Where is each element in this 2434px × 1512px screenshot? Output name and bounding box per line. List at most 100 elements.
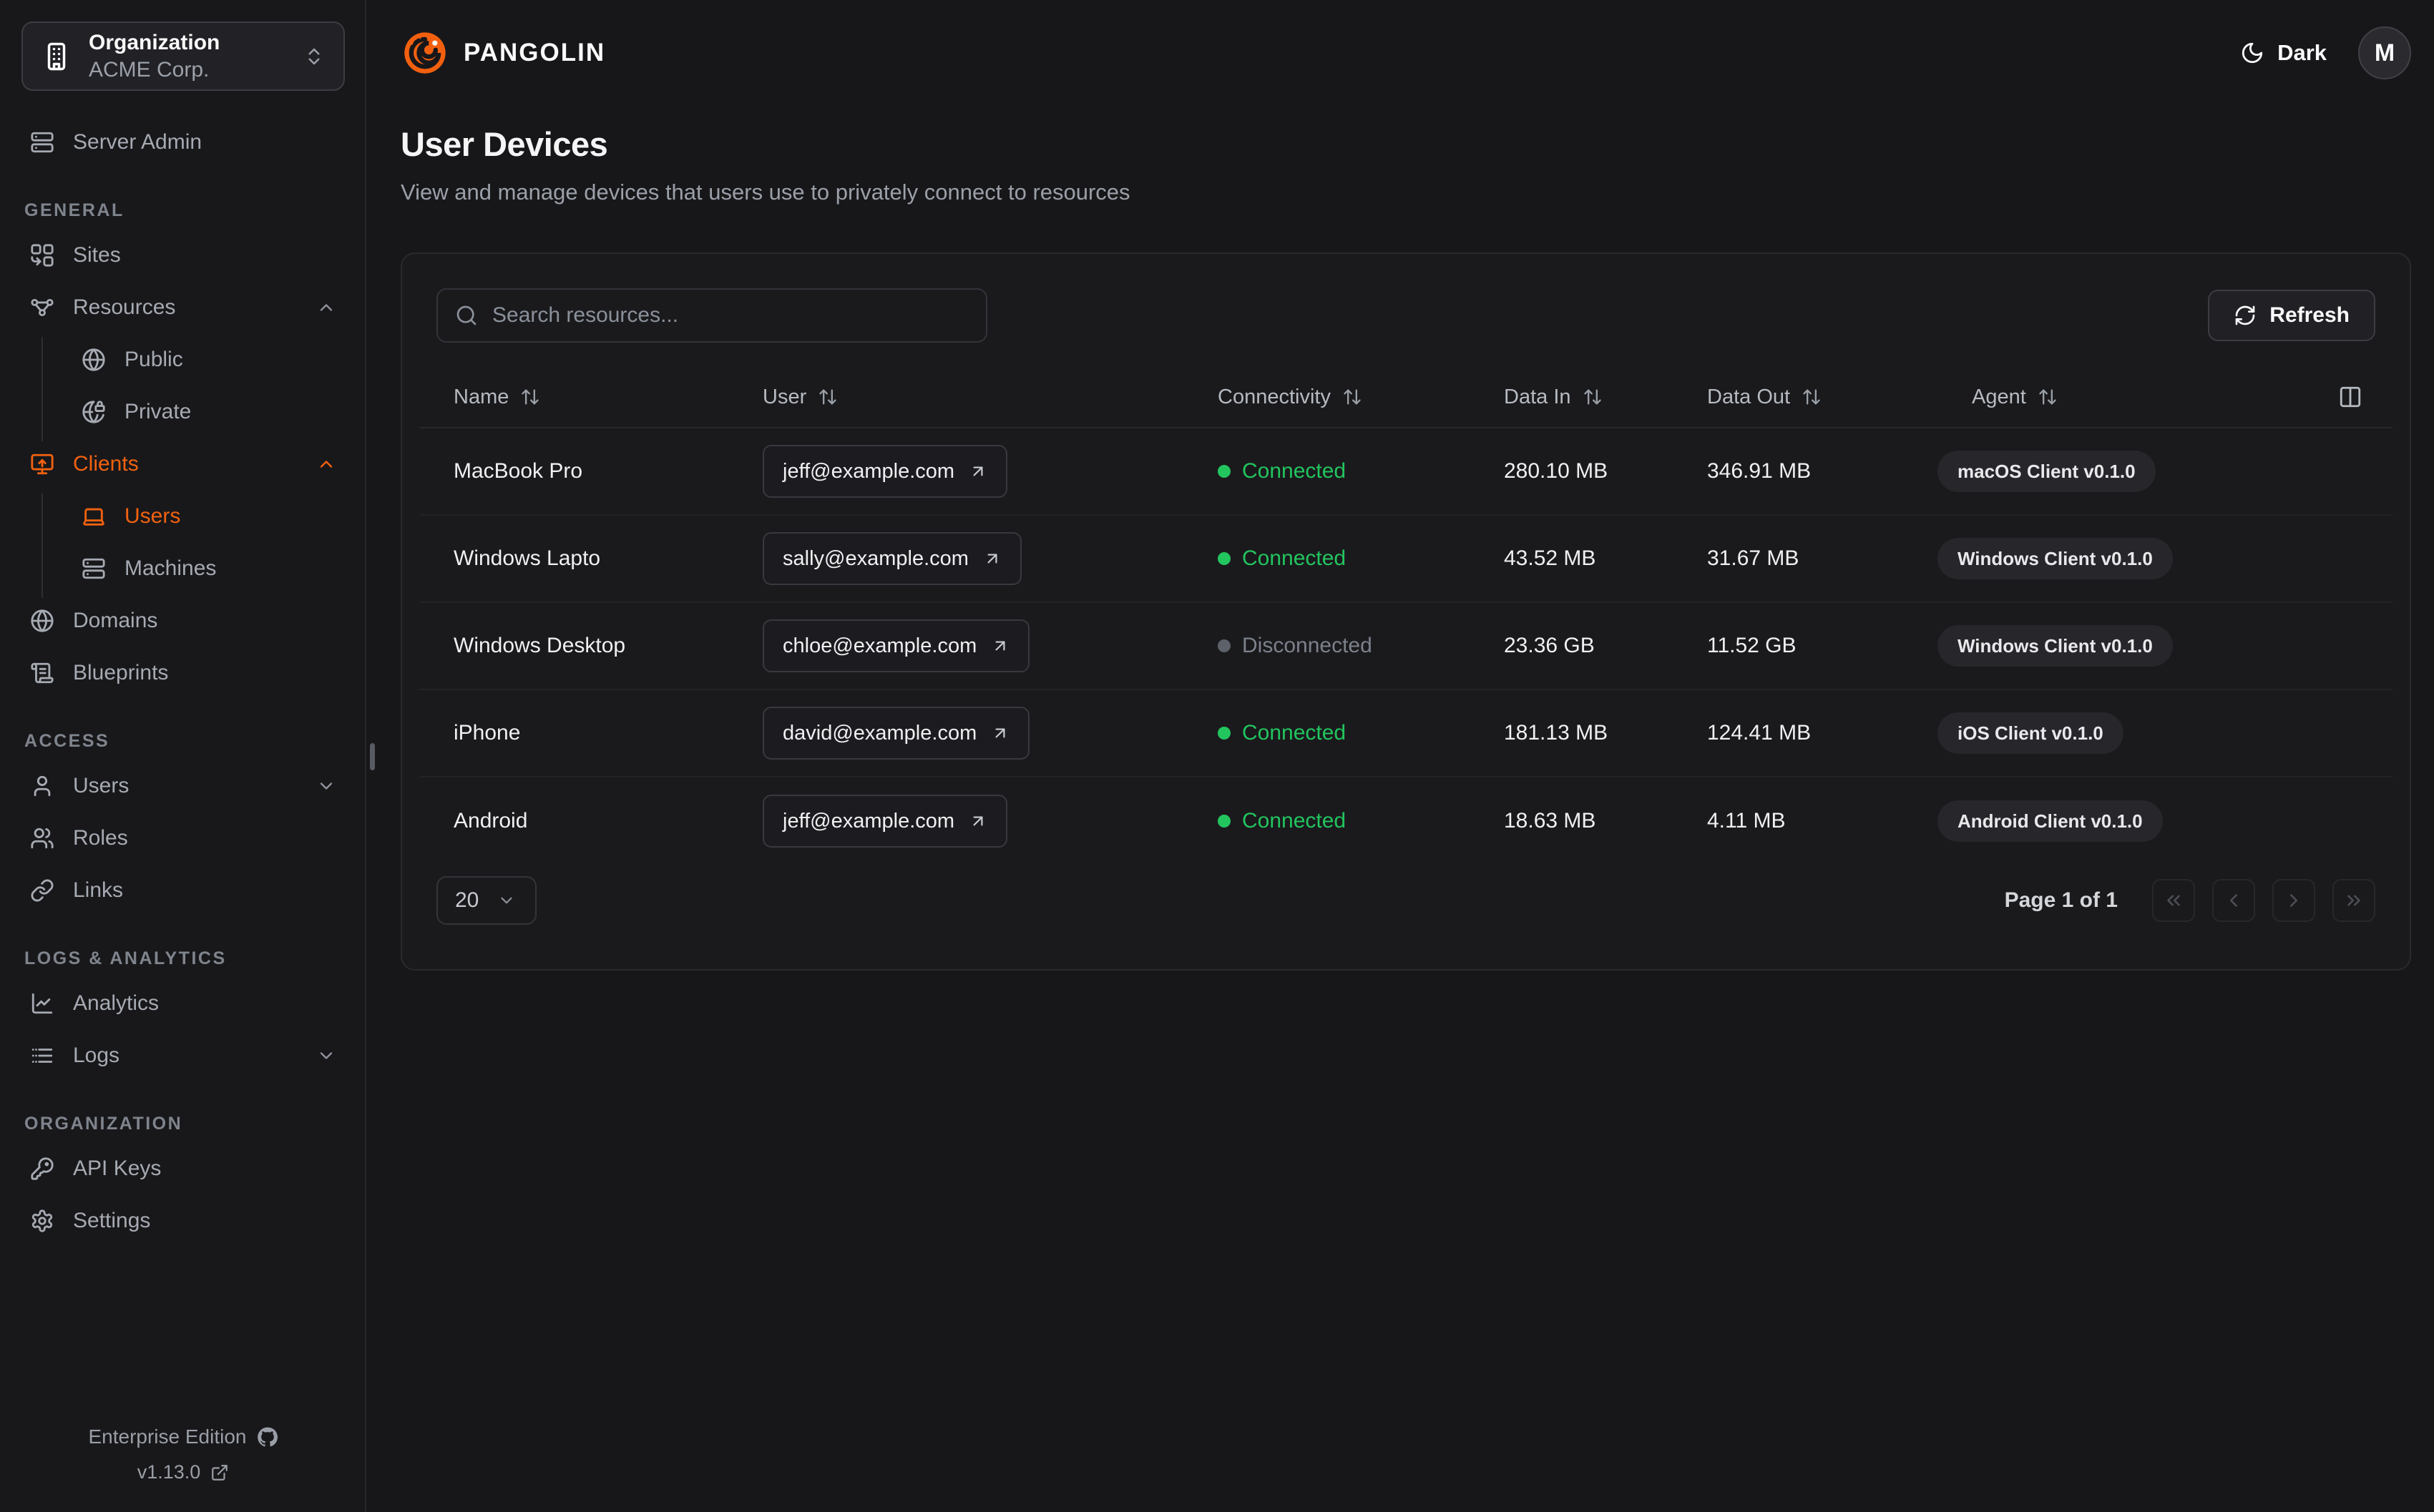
sidebar-item-private[interactable]: Private (73, 389, 345, 435)
previous-page-button[interactable] (2212, 879, 2255, 922)
user-chip[interactable]: david@example.com (763, 707, 1030, 760)
connectivity-status: Connected (1218, 546, 1504, 571)
user-icon (30, 774, 54, 798)
first-page-button[interactable] (2152, 879, 2195, 922)
refresh-button[interactable]: Refresh (2208, 290, 2375, 341)
sidebar-item-analytics[interactable]: Analytics (21, 981, 345, 1026)
topbar: PANGOLIN Dark M (401, 0, 2411, 80)
sidebar-item-label: Users (124, 504, 181, 528)
globe-icon (82, 348, 106, 372)
data-out: 11.52 GB (1707, 634, 1797, 657)
sidebar-item-resources[interactable]: Resources (21, 285, 345, 330)
page-size-select[interactable]: 20 (436, 876, 537, 925)
search-icon (455, 304, 478, 327)
agent-badge: Windows Client v0.1.0 (1937, 625, 2173, 667)
sidebar-resize-handle[interactable] (370, 743, 375, 770)
last-page-button[interactable] (2332, 879, 2375, 922)
section-label-general: GENERAL (24, 200, 124, 220)
sidebar-item-label: Links (73, 878, 124, 902)
column-header-data-out[interactable]: Data Out (1707, 386, 1937, 409)
sidebar-item-label: Logs (73, 1044, 120, 1067)
scroll-text-icon (30, 661, 54, 685)
edition-line[interactable]: Enterprise Edition (21, 1425, 345, 1448)
org-selector[interactable]: Organization ACME Corp. (21, 21, 345, 91)
column-header-user[interactable]: User (763, 386, 1218, 409)
column-header-data-in[interactable]: Data In (1504, 386, 1707, 409)
sidebar-item-blueprints[interactable]: Blueprints (21, 650, 345, 696)
card-toolbar: Refresh (402, 288, 2410, 343)
main-content: PANGOLIN Dark M User Devices View and ma… (366, 0, 2434, 1512)
page-head: User Devices View and manage devices tha… (401, 124, 2411, 205)
data-out: 124.41 MB (1707, 721, 1812, 745)
columns-icon[interactable] (2338, 385, 2362, 409)
chevron-up-icon[interactable] (316, 454, 336, 474)
avatar-initial: M (2374, 39, 2395, 67)
table-row: iPhone david@example.com Connected 181.1… (419, 690, 2393, 777)
avatar[interactable]: M (2358, 26, 2411, 79)
sidebar-item-sites[interactable]: Sites (21, 232, 345, 278)
sidebar-item-roles[interactable]: Roles (21, 815, 345, 861)
sidebar-item-label: Sites (73, 243, 121, 267)
sidebar-item-public[interactable]: Public (73, 337, 345, 383)
status-dot (1218, 815, 1231, 828)
arrow-up-right-icon (991, 637, 1010, 655)
column-header-name[interactable]: Name (419, 386, 763, 409)
chevron-down-icon (497, 891, 516, 910)
agent-badge: iOS Client v0.1.0 (1937, 712, 2123, 754)
column-header-connectivity[interactable]: Connectivity (1218, 386, 1504, 409)
arrow-up-right-icon (969, 462, 987, 481)
chevron-up-icon[interactable] (316, 298, 336, 318)
user-chip[interactable]: jeff@example.com (763, 445, 1008, 498)
sidebar-item-server-admin[interactable]: Server Admin (21, 119, 345, 165)
theme-toggle[interactable]: Dark (2240, 40, 2327, 66)
sidebar-item-api-keys[interactable]: API Keys (21, 1146, 345, 1192)
arrow-up-right-icon (983, 549, 1002, 568)
user-chip[interactable]: chloe@example.com (763, 619, 1030, 672)
sidebar-item-label: Public (124, 348, 183, 371)
chart-line-icon (30, 991, 54, 1016)
user-email: sally@example.com (783, 546, 969, 570)
theme-label: Dark (2277, 40, 2327, 65)
version-line[interactable]: v1.13.0 (21, 1461, 345, 1483)
sidebar-item-settings[interactable]: Settings (21, 1198, 345, 1244)
user-chip[interactable]: jeff@example.com (763, 795, 1008, 848)
sidebar-item-domains[interactable]: Domains (21, 598, 345, 644)
page-size-value: 20 (455, 888, 479, 912)
sidebar-item-logs[interactable]: Logs (21, 1033, 345, 1079)
edition-label: Enterprise Edition (88, 1425, 247, 1448)
table-row: MacBook Pro jeff@example.com Connected 2… (419, 428, 2393, 516)
sidebar-item-machines[interactable]: Machines (73, 546, 345, 591)
data-in: 18.63 MB (1504, 809, 1596, 833)
brand[interactable]: PANGOLIN (401, 29, 605, 77)
sidebar: Organization ACME Corp. Server Admin GEN… (0, 0, 366, 1512)
section-label-access: ACCESS (24, 731, 110, 751)
agent-badge: Android Client v0.1.0 (1937, 800, 2163, 842)
column-header-agent[interactable]: Agent (1937, 386, 2058, 409)
user-email: jeff@example.com (783, 809, 955, 833)
sidebar-item-client-users[interactable]: Users (73, 494, 345, 539)
agent-badge: macOS Client v0.1.0 (1937, 451, 2156, 492)
brand-name: PANGOLIN (464, 39, 606, 67)
device-name: Windows Lapto (454, 546, 601, 570)
connectivity-status: Connected (1218, 721, 1504, 745)
sidebar-item-clients[interactable]: Clients (21, 441, 345, 487)
server-icon (82, 556, 106, 581)
user-chip[interactable]: sally@example.com (763, 532, 1022, 585)
status-dot (1218, 639, 1231, 652)
external-link-icon (210, 1463, 229, 1482)
search-input[interactable] (492, 303, 969, 328)
globe-icon (30, 609, 54, 633)
sidebar-item-users[interactable]: Users (21, 763, 345, 809)
moon-icon (2240, 41, 2264, 65)
list-icon (30, 1044, 54, 1068)
sidebar-item-label: Users (73, 774, 129, 797)
sidebar-item-links[interactable]: Links (21, 868, 345, 913)
chevron-down-icon[interactable] (316, 1046, 336, 1066)
next-page-button[interactable] (2272, 879, 2315, 922)
chevron-down-icon[interactable] (316, 776, 336, 796)
user-email: jeff@example.com (783, 459, 955, 483)
connectivity-status: Disconnected (1218, 634, 1504, 658)
clients-subtree: Users Machines (41, 494, 345, 598)
table-row: Windows Lapto sally@example.com Connecte… (419, 516, 2393, 603)
arrow-up-right-icon (969, 812, 987, 830)
